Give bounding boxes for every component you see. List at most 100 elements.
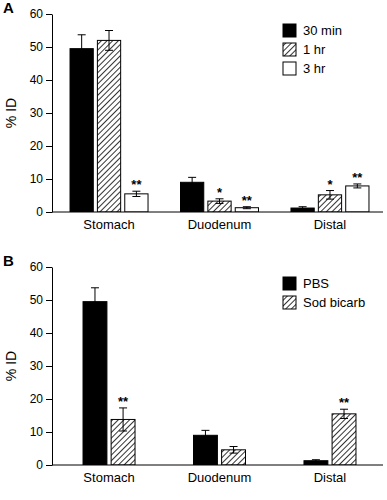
error-bar: [119, 408, 127, 431]
legend-swatch: [283, 62, 296, 75]
y-axis-line: [52, 15, 53, 213]
y-axis-title: % ID: [3, 351, 19, 381]
y-tick-label: 20: [30, 139, 44, 153]
significance-label: *: [217, 185, 223, 200]
error-bar: [91, 288, 99, 316]
y-axis-line: [52, 268, 53, 466]
x-tick: Duodenum: [188, 470, 252, 485]
panel: ********0102030405060StomachDuodenumDist…: [3, 0, 383, 232]
error-bar: [326, 191, 334, 200]
y-tick-mark: [46, 366, 52, 367]
panel: ** ** 0 10 20 30 40 50 60 Stomach Duodenum Distal % …: [3, 252, 383, 485]
y-tick-label: 20: [30, 392, 44, 406]
bar: [235, 208, 258, 212]
x-tick: Distal: [314, 470, 347, 485]
y-tick-mark: [46, 399, 52, 400]
legend-label: 1 hr: [303, 42, 326, 57]
panel-label: B: [3, 252, 14, 269]
y-tick-mark: [46, 113, 52, 114]
y-tick-label: 60: [30, 260, 44, 274]
error-bar: [78, 35, 86, 63]
x-tick: Stomach: [83, 217, 134, 232]
y-tick-label: 50: [30, 40, 44, 54]
x-tick-label: Stomach: [83, 217, 134, 232]
y-tick: 60: [30, 260, 52, 274]
y-tick-mark: [46, 333, 52, 334]
legend-label: Sod bicarb: [303, 295, 365, 310]
y-tick-label: 40: [30, 73, 44, 87]
error-bar: [312, 460, 320, 462]
significance-label: **: [242, 193, 253, 208]
y-tick-label: 10: [30, 425, 44, 439]
significance-label: *: [327, 177, 333, 192]
figure: ********0102030405060StomachDuodenumDist…: [0, 0, 387, 500]
legend-swatch: [283, 296, 296, 309]
bar: [70, 49, 93, 212]
y-tick-label: 60: [30, 7, 44, 21]
y-tick: 20: [30, 139, 52, 153]
y-tick: 10: [30, 425, 52, 439]
x-tick-label: Distal: [314, 470, 347, 485]
x-axis: Stomach Duodenum Distal: [52, 212, 383, 232]
error-bar: [105, 31, 113, 51]
legend-label: 30 min: [303, 23, 342, 38]
significance-label: **: [118, 394, 129, 409]
x-axis-line: [52, 212, 383, 213]
error-bar: [188, 177, 196, 187]
x-tick-label: Duodenum: [188, 470, 252, 485]
x-tick-label: Distal: [314, 217, 347, 232]
y-axis-title: % ID: [3, 98, 19, 128]
significance-label: **: [352, 170, 363, 185]
y-tick: 40: [30, 73, 52, 87]
y-tick-mark: [46, 179, 52, 180]
legend-swatch: [283, 277, 296, 290]
y-axis: 0 10 20 30 40 50 60: [30, 260, 53, 472]
x-axis: Stomach Duodenum Distal: [52, 465, 383, 485]
x-tick-label: Stomach: [83, 470, 134, 485]
y-tick-label: 50: [30, 293, 44, 307]
y-tick: 30: [30, 106, 52, 120]
error-bar: [230, 447, 238, 454]
x-tick-label: Duodenum: [188, 217, 252, 232]
error-bar: [340, 409, 348, 418]
y-tick-mark: [46, 146, 52, 147]
legend-swatch: [283, 24, 296, 37]
x-axis-line: [52, 465, 383, 466]
y-tick-mark: [46, 14, 52, 15]
x-tick: Stomach: [83, 470, 134, 485]
y-tick-mark: [46, 300, 52, 301]
bar: [346, 186, 369, 212]
bar: [97, 40, 120, 212]
y-tick: 20: [30, 392, 52, 406]
y-tick-mark: [46, 432, 52, 433]
bar: [332, 414, 356, 465]
y-tick-mark: [46, 212, 52, 213]
x-tick: Duodenum: [188, 217, 252, 232]
y-tick: 30: [30, 359, 52, 373]
significance-label: **: [339, 395, 350, 410]
bar: [83, 302, 107, 465]
y-tick: 50: [30, 40, 52, 54]
y-tick: 60: [30, 7, 52, 21]
y-tick: 0: [36, 205, 52, 219]
y-tick: 10: [30, 172, 52, 186]
significance-label: **: [131, 177, 142, 192]
plot-area: [83, 288, 356, 465]
legend: PBSSod bicarb: [283, 276, 365, 310]
y-tick: 40: [30, 326, 52, 340]
error-bar: [201, 430, 209, 440]
y-tick: 0: [36, 458, 52, 472]
y-tick-mark: [46, 465, 52, 466]
y-tick-mark: [46, 80, 52, 81]
y-tick-label: 30: [30, 359, 44, 373]
y-tick-label: 40: [30, 326, 44, 340]
x-tick: Distal: [314, 217, 347, 232]
y-axis: 0 10 20 30 40 50 60: [30, 7, 53, 219]
legend: 30 min 1 hr 3 hr: [283, 23, 342, 76]
panel-label: A: [3, 0, 14, 16]
y-tick-label: 10: [30, 172, 44, 186]
y-tick-mark: [46, 47, 52, 48]
y-tick-label: 0: [36, 205, 43, 219]
legend-swatch: [283, 43, 296, 56]
legend-label: 3 hr: [303, 61, 326, 76]
